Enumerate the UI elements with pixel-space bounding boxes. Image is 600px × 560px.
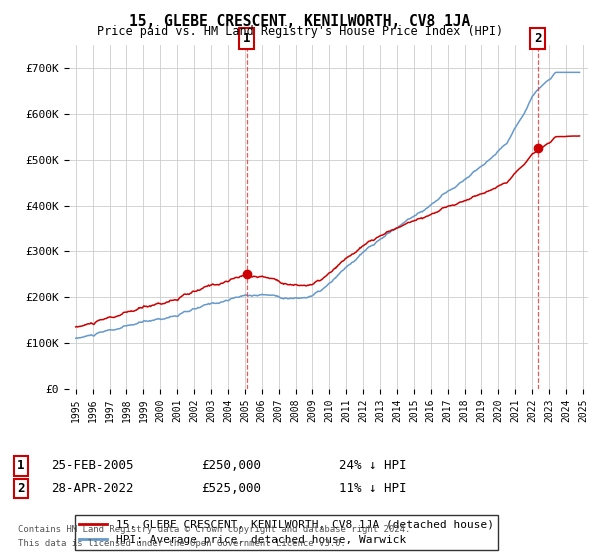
Text: 2: 2 (534, 32, 541, 45)
Text: 28-APR-2022: 28-APR-2022 (51, 482, 133, 495)
Text: 25-FEB-2005: 25-FEB-2005 (51, 459, 133, 473)
Text: Price paid vs. HM Land Registry's House Price Index (HPI): Price paid vs. HM Land Registry's House … (97, 25, 503, 38)
Text: 2: 2 (17, 482, 25, 495)
Text: 1: 1 (17, 459, 25, 473)
Legend: 15, GLEBE CRESCENT, KENILWORTH, CV8 1JA (detached house), HPI: Average price, de: 15, GLEBE CRESCENT, KENILWORTH, CV8 1JA … (74, 515, 498, 550)
Text: 1: 1 (243, 32, 251, 45)
Text: 24% ↓ HPI: 24% ↓ HPI (339, 459, 407, 473)
Text: 15, GLEBE CRESCENT, KENILWORTH, CV8 1JA: 15, GLEBE CRESCENT, KENILWORTH, CV8 1JA (130, 14, 470, 29)
Text: £250,000: £250,000 (201, 459, 261, 473)
Text: This data is licensed under the Open Government Licence v3.0.: This data is licensed under the Open Gov… (18, 539, 346, 548)
Text: 11% ↓ HPI: 11% ↓ HPI (339, 482, 407, 495)
Text: Contains HM Land Registry data © Crown copyright and database right 2024.: Contains HM Land Registry data © Crown c… (18, 525, 410, 534)
Text: £525,000: £525,000 (201, 482, 261, 495)
